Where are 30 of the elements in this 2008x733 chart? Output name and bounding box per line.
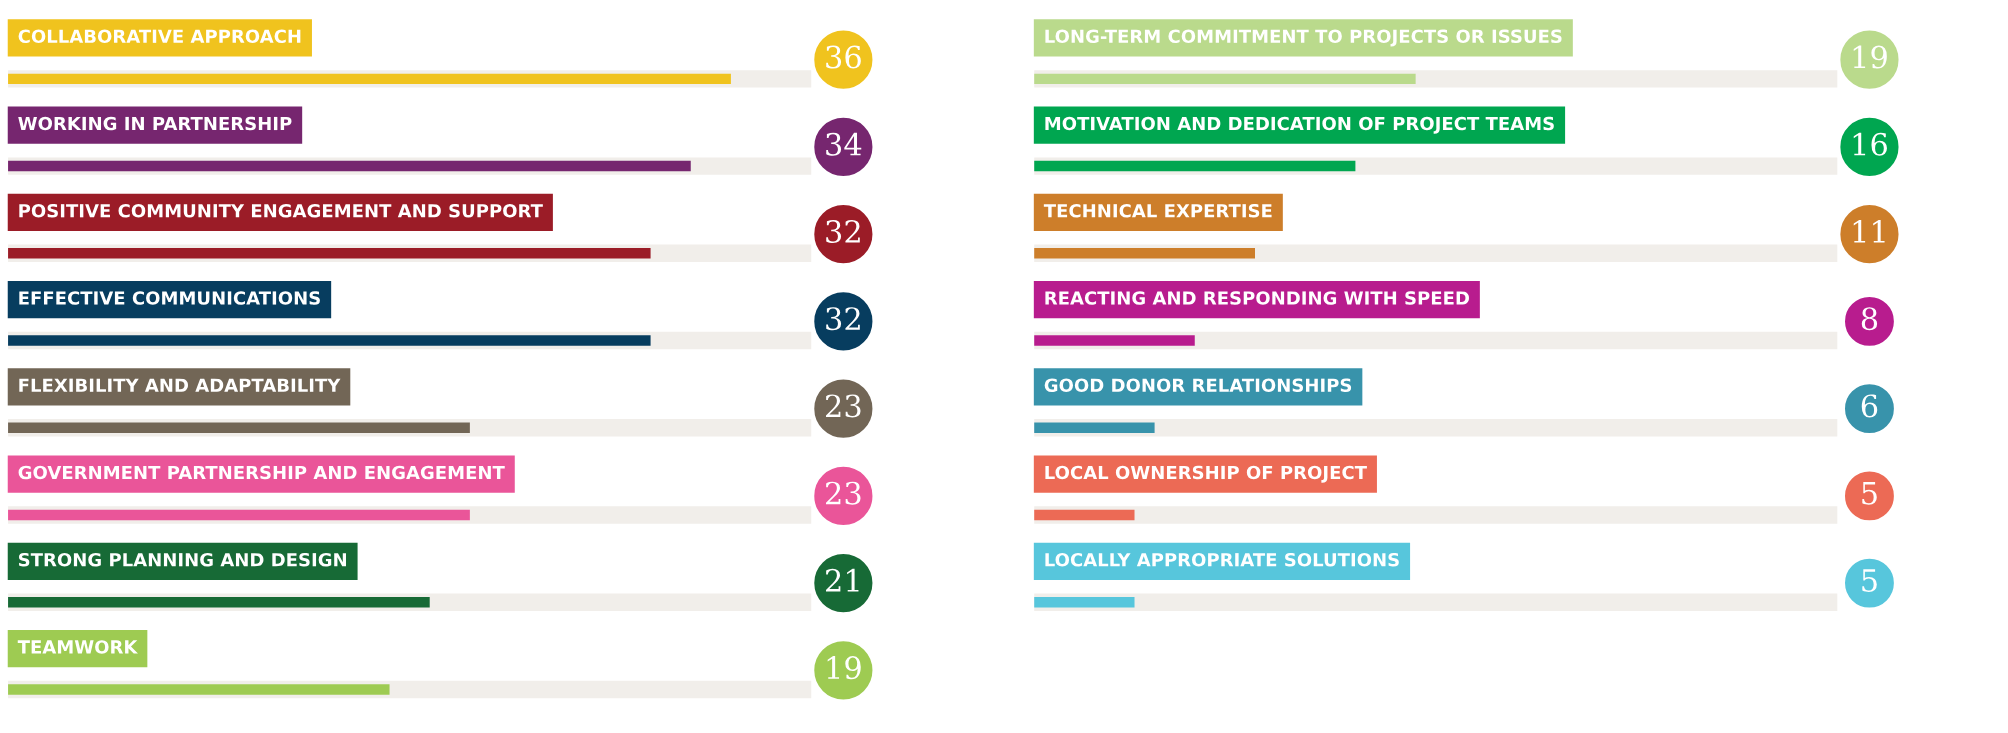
y-tick-label: COLLABORATIVE APPROACH [18, 29, 301, 44]
y-tick-label: MOTIVATION AND DEDICATION OF PROJECT TEAMS [1045, 116, 1554, 134]
y-tick-label: GOVERNMENT PARTNERSHIP AND ENGAGEMENT [18, 465, 505, 480]
data-label: 32 [826, 307, 860, 331]
y-tick-label: TEAMWORK [17, 640, 138, 654]
data-label: 19 [827, 656, 861, 680]
y-tick-label: WORKING IN PARTNERSHIP [18, 116, 292, 131]
y-tick-label: GOOD DONOR RELATIONSHIPS [1044, 378, 1352, 393]
data-label: 19 [1853, 45, 1887, 69]
y-tick-label: REACTING AND RESPONDING WITH SPEED [1045, 291, 1469, 305]
data-label: 5 [1862, 569, 1877, 592]
data-label: 32 [826, 219, 860, 244]
y-tick-label: LOCAL OWNERSHIP OF PROJECT [1045, 465, 1367, 483]
data-label: 8 [1861, 307, 1878, 331]
data-label: 6 [1861, 394, 1878, 418]
data-label: 21 [825, 568, 859, 592]
y-tick-label: LOCALLY APPROPRIATE SOLUTIONS [1045, 552, 1399, 567]
data-label: 11 [1853, 219, 1885, 243]
y-tick-label: POSITIVE COMMUNITY ENGAGEMENT AND SUPPORT [19, 203, 543, 218]
data-label: 36 [826, 45, 861, 69]
y-tick-label: STRONG PLANNING AND DESIGN [18, 552, 346, 567]
data-label: 23 [825, 394, 861, 418]
data-label: 34 [826, 132, 862, 156]
y-tick-label: TECHNICAL EXPERTISE [1043, 203, 1272, 218]
data-label: 5 [1862, 482, 1877, 505]
data-label: 23 [825, 481, 861, 505]
y-tick-label: FLEXIBILITY AND ADAPTABILITY [19, 378, 341, 392]
data-label: 16 [1853, 132, 1887, 156]
y-tick-label: LONG-TERM COMMITMENT TO PROJECTS OR ISSUES [1045, 29, 1562, 47]
y-tick-label: EFFECTIVE COMMUNICATIONS [19, 291, 320, 305]
